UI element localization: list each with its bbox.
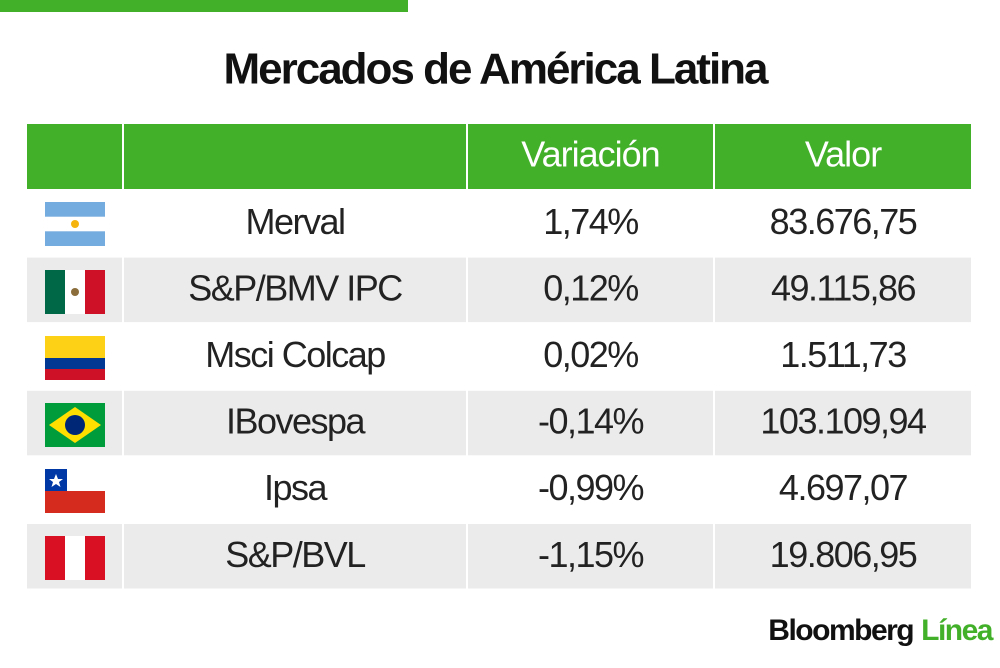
cell: 1.511,73: [780, 334, 906, 375]
column-separator: [466, 124, 468, 590]
cell: 83.676,75: [770, 201, 917, 242]
flag-brazil: [45, 403, 105, 447]
brand: Bloomberg: [768, 614, 913, 647]
header-cell: Valor: [805, 134, 882, 175]
row-bg: [27, 390, 971, 456]
flags: [45, 202, 105, 580]
accent-bar: [0, 0, 408, 12]
cell: 19.806,95: [770, 534, 917, 575]
cell: IBovespa: [226, 401, 367, 442]
table: Variación Valor Merval 1,74% 83.676,75 S&P/BM…: [27, 124, 971, 590]
cell: 4.697,07: [779, 467, 908, 508]
column-separator: [122, 124, 124, 590]
cell: 103.109,94: [760, 401, 926, 442]
row-bg: [27, 524, 971, 589]
flag-chile: [45, 469, 105, 513]
flag-mexico: [45, 270, 105, 314]
cell: -0,14%: [538, 401, 644, 442]
cell: Msci Colcap: [205, 334, 385, 375]
cell: Ipsa: [264, 467, 329, 508]
cell: 49.115,86: [771, 267, 915, 308]
row-bg: [27, 324, 971, 389]
title: Mercados de América Latina: [223, 45, 769, 94]
cell: -0,99%: [538, 467, 644, 508]
cell: 0,12%: [543, 267, 638, 308]
row-bg: [27, 457, 971, 522]
cell: 0,02%: [543, 334, 638, 375]
cell: -1,15%: [538, 534, 644, 575]
row-bg: [27, 191, 971, 256]
product: Línea: [921, 614, 994, 647]
cell: Merval: [245, 201, 344, 242]
flag-peru: [45, 536, 105, 580]
header-cell: Variación: [521, 134, 659, 175]
cell: 1,74%: [543, 201, 638, 242]
flag-argentina: [45, 202, 105, 246]
cell: S&P/BVL: [225, 534, 365, 575]
column-separator: [713, 124, 715, 590]
flag-colombia: [45, 336, 105, 380]
cell: S&P/BMV IPC: [188, 267, 402, 308]
header-row: [27, 124, 971, 189]
footer-logo: Bloomberg Línea: [768, 614, 994, 647]
row-bg: [27, 257, 971, 323]
